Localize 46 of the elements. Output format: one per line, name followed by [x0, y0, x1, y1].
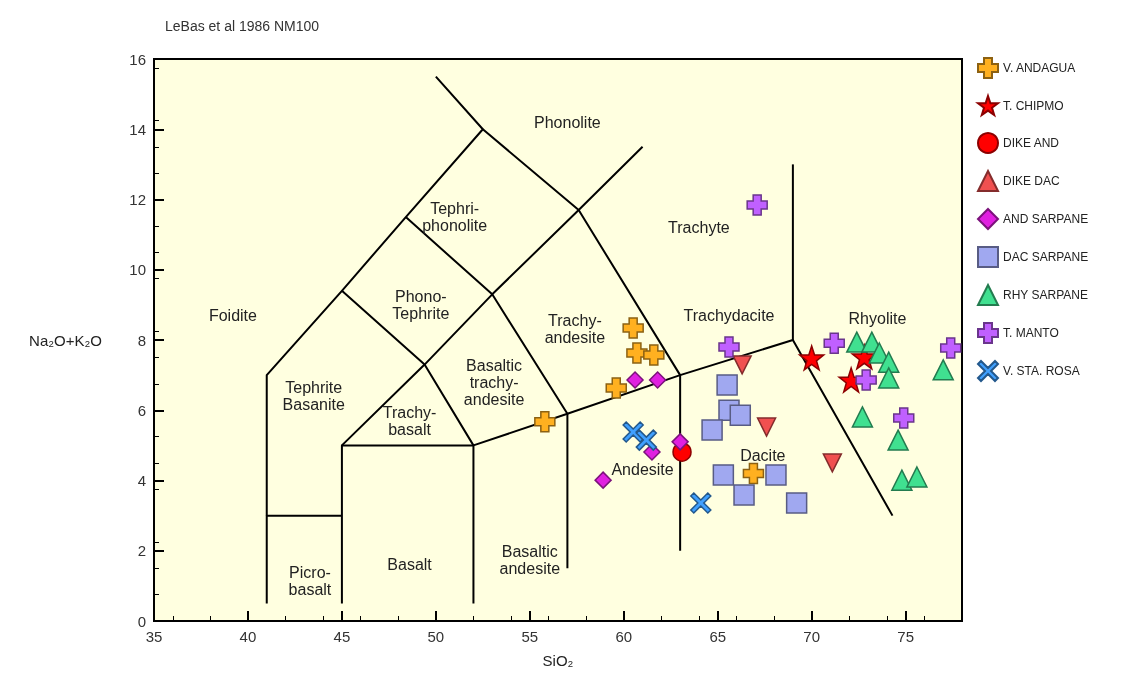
annotation: Basaltic trachy- andesite	[463, 356, 525, 408]
y-tick-label: 0	[137, 612, 146, 630]
y-tick-label: 16	[129, 50, 146, 68]
annotation: Trachydacite	[683, 306, 775, 324]
annotation: Basaltic andesite	[499, 542, 561, 577]
x-tick-label: 50	[427, 628, 445, 645]
annotation: Andesite	[611, 461, 674, 479]
annotation: Tephri- phonolite	[422, 200, 488, 235]
legend-label: AND SARPANE	[1003, 212, 1089, 226]
legend-label: DIKE DAC	[1003, 174, 1061, 188]
x-tick-label: 40	[239, 628, 257, 645]
x-tick-label: 75	[897, 628, 914, 645]
chart-title: LeBas et al 1986 NM100	[165, 18, 320, 34]
legend-label: T. CHIPMO	[1003, 98, 1064, 113]
annotation: Trachy- andesite	[544, 312, 606, 347]
annotation: Picro- basalt	[288, 563, 332, 598]
annotation: Trachyte	[668, 219, 730, 237]
x-tick-label: 60	[615, 628, 633, 645]
annotation: Phono- Tephrite	[392, 287, 450, 322]
y-tick-label: 4	[137, 472, 146, 489]
y-tick-label: 8	[137, 331, 146, 349]
legend-label: T. MANTO	[1003, 326, 1059, 340]
legend-label: V. ANDAGUA	[1003, 61, 1076, 75]
annotation: Trachy- basalt	[382, 403, 437, 438]
annotation: Foidite	[208, 306, 258, 324]
annotation: Phonolite	[534, 113, 601, 131]
annotation: Rhyolite	[848, 310, 907, 328]
y-tick-label: 12	[129, 191, 146, 208]
x-tick-label: 55	[521, 628, 539, 645]
x-tick-label: 35	[145, 628, 163, 645]
legend-label: DIKE AND	[1003, 136, 1060, 150]
y-tick-label: 2	[137, 542, 146, 560]
legend-label: V. STA. ROSA	[1003, 364, 1080, 378]
x-tick-label: 70	[803, 628, 821, 645]
x-tick-label: 65	[709, 628, 727, 645]
x-axis-title: SiO₂	[542, 652, 574, 669]
annotation: Tephrite Basanite	[282, 379, 345, 414]
y-tick-label: 14	[129, 120, 146, 138]
y-tick-label: 6	[137, 401, 146, 419]
y-tick-label: 10	[129, 261, 146, 279]
annotation: Dacite	[740, 447, 786, 465]
x-tick-label: 45	[333, 628, 351, 645]
legend-label: DAC SARPANE	[1003, 250, 1089, 264]
y-axis-title: Na₂O+K₂O	[29, 331, 102, 349]
annotation: Basalt	[387, 556, 433, 574]
legend-label: RHY SARPANE	[1003, 288, 1088, 302]
